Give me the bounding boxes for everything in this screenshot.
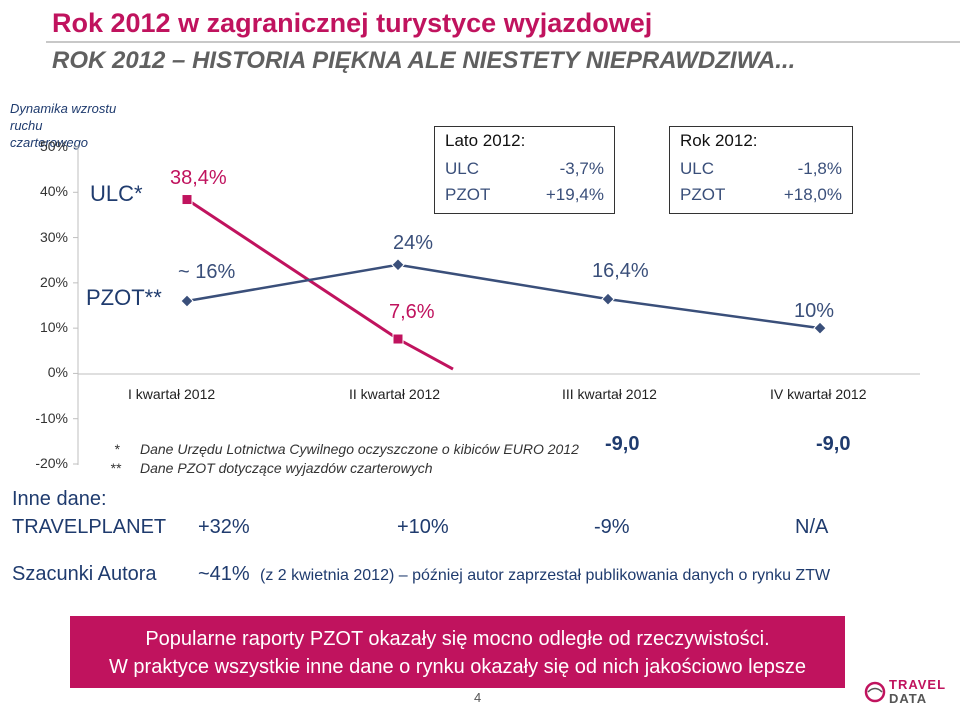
pzot-point-3 <box>601 292 615 306</box>
title-underline <box>46 41 960 43</box>
year-pzot-value: +18,0% <box>783 185 842 204</box>
conclusion-banner: Popularne raporty PZOT okazały się mocno… <box>70 616 845 688</box>
summer-pzot-value: +19,4% <box>545 185 604 204</box>
pzot-series-label: PZOT** <box>86 285 162 310</box>
banner-line-2: W praktyce wszystkie inne dane o rynku o… <box>109 656 806 678</box>
year-box-title: Rok 2012: <box>680 131 758 150</box>
year-ulc-value: -1,8% <box>797 159 842 178</box>
page-number: 4 <box>474 690 482 705</box>
y-tick-label: -10% <box>35 409 68 426</box>
pzot-point-4 <box>813 321 827 335</box>
summer-ulc-value: -3,7% <box>559 159 604 178</box>
x-category-1: I kwartał 2012 <box>128 386 216 402</box>
year-2012-box: Rok 2012: ULC -1,8% PZOT +18,0% <box>669 126 853 214</box>
note-ulc-text: Dane Urzędu Lotnictwa Cywilnego oczyszcz… <box>140 441 579 457</box>
author-estimate-label: Szacunki Autora <box>12 563 157 585</box>
ulc-label-q1: 38,4% <box>170 167 227 189</box>
ulc-point-1 <box>181 194 193 206</box>
pzot-label-q2: 24% <box>393 232 434 254</box>
pzot-label-q1: ~ 16% <box>178 261 236 283</box>
pzot-label-q4: 10% <box>794 300 835 322</box>
author-estimate-detail: (z 2 kwietnia 2012) – później autor zapr… <box>260 567 831 584</box>
travel-data-logo: TRAVEL DATA <box>862 677 956 706</box>
year-pzot-label: PZOT <box>680 185 726 204</box>
y-axis-title: Dynamika wzrostu ruchu czarterowego <box>10 101 117 150</box>
y-tick-label: 0% <box>47 364 68 381</box>
travelplanet-q2: +10% <box>397 516 449 538</box>
note-pzot-text: Dane PZOT dotyczące wyjazdów czarterowyc… <box>140 460 433 476</box>
y-tick-label: 30% <box>39 228 68 245</box>
summer-box-title: Lato 2012: <box>445 131 526 150</box>
other-data-heading: Inne dane: <box>12 488 107 510</box>
x-category-2: II kwartał 2012 <box>349 386 441 402</box>
travelplanet-q3: -9% <box>594 516 630 538</box>
ulc-label-q4: -9,0 <box>816 433 851 455</box>
note-ulc-mark: * <box>114 441 120 457</box>
ulc-series-line <box>186 198 454 371</box>
y-tick-label: 50% <box>39 138 68 154</box>
pzot-point-2 <box>391 258 405 272</box>
summer-2012-box: Lato 2012: ULC -3,7% PZOT +19,4% <box>434 126 615 214</box>
note-pzot-mark: ** <box>110 460 121 476</box>
logo-text-bottom: DATA <box>889 691 928 706</box>
ulc-series-label: ULC* <box>90 181 143 206</box>
y-tick-label: 10% <box>39 319 68 336</box>
travelplanet-q4: N/A <box>795 516 829 538</box>
logo-text-top: TRAVEL <box>889 677 947 692</box>
ulc-point-2 <box>392 333 404 345</box>
x-category-4: IV kwartał 2012 <box>770 386 867 402</box>
summer-ulc-label: ULC <box>445 159 480 178</box>
ulc-label-q3: -9,0 <box>605 433 640 455</box>
globe-icon <box>864 681 886 703</box>
x-category-3: III kwartał 2012 <box>562 386 657 402</box>
ulc-label-q2: 7,6% <box>389 301 435 323</box>
travelplanet-label: TRAVELPLANET <box>12 516 167 538</box>
page-title: Rok 2012 w zagranicznej turystyce wyjazd… <box>52 8 653 38</box>
page-subtitle: ROK 2012 – HISTORIA PIĘKNA ALE NIESTETY … <box>52 47 796 74</box>
author-estimate-value: ~41% <box>198 563 250 585</box>
line-chart <box>73 145 920 465</box>
summer-pzot-label: PZOT <box>445 185 491 204</box>
banner-line-1: Popularne raporty PZOT okazały się mocno… <box>145 628 770 650</box>
pzot-label-q3: 16,4% <box>592 260 649 282</box>
year-ulc-label: ULC <box>680 159 715 178</box>
travelplanet-q1: +32% <box>198 516 250 538</box>
y-tick-label: 40% <box>39 183 68 200</box>
y-tick-label: -20% <box>35 455 68 471</box>
y-tick-label: 20% <box>39 273 68 290</box>
pzot-point-1 <box>180 294 194 308</box>
pzot-series-line <box>186 263 821 330</box>
